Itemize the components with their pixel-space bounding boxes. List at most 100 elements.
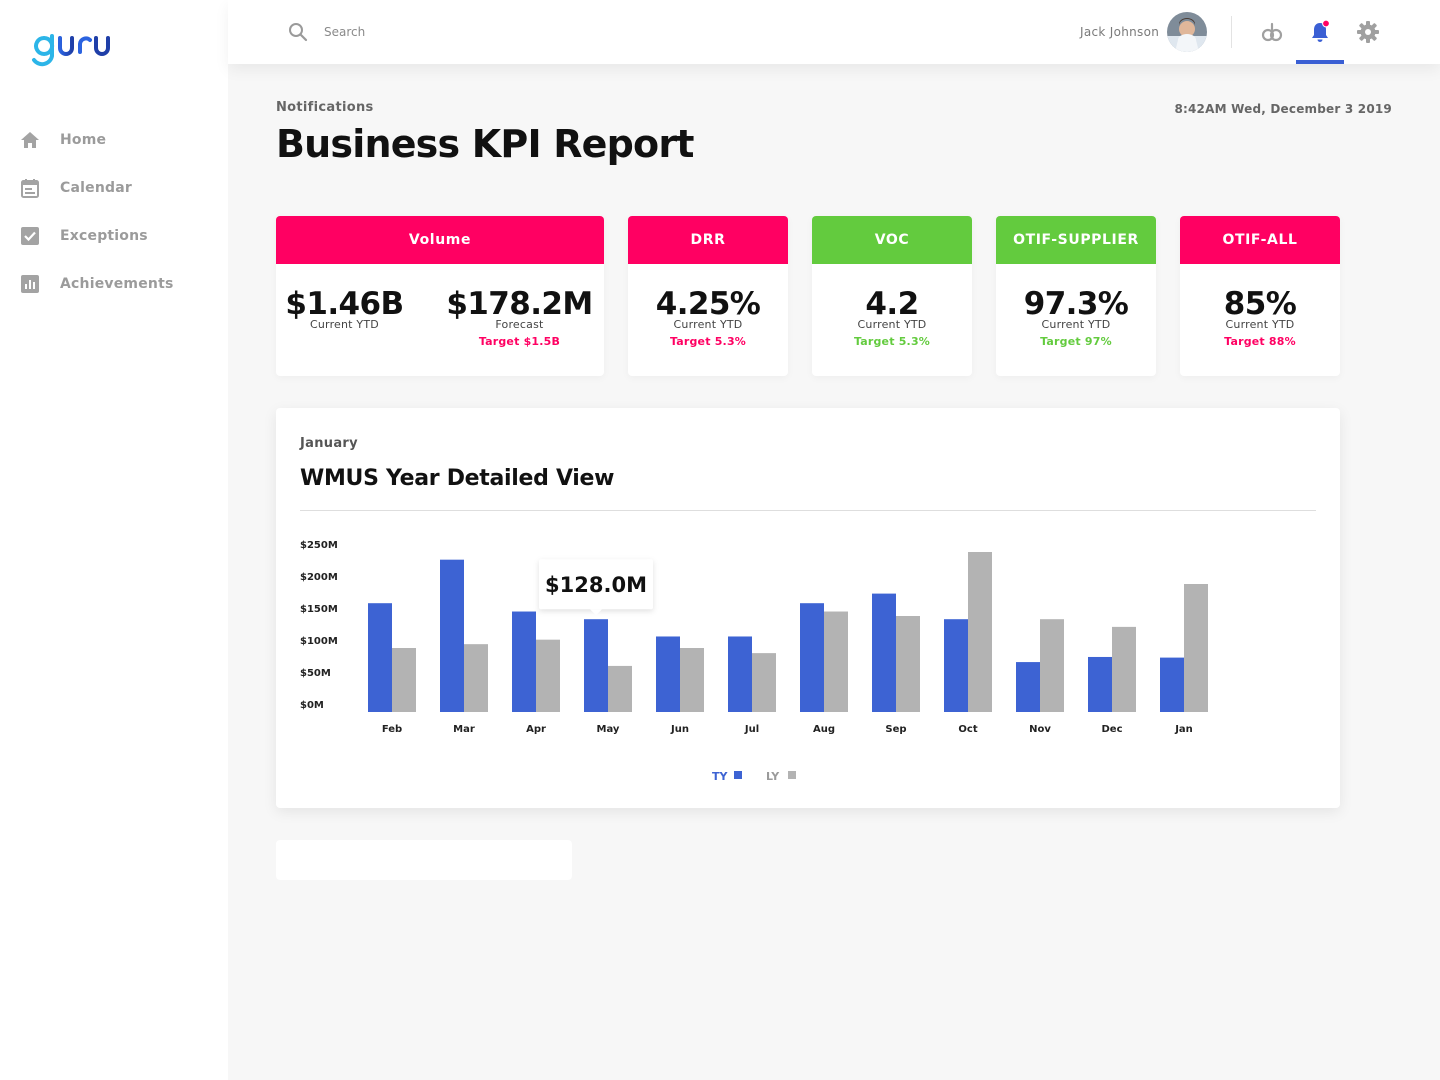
- kpi-card-otif-supplier[interactable]: OTIF-SUPPLIER 97.3% Current YTD Target 9…: [996, 216, 1156, 376]
- bottom-card: [276, 840, 572, 880]
- topbar: Jack Johnson: [228, 0, 1440, 64]
- x-tick-label: Jan: [1174, 724, 1193, 735]
- bar-ly: [680, 648, 704, 712]
- kpi-target: Target $1.5B: [478, 335, 561, 348]
- legend-label-ty: TY: [712, 770, 729, 783]
- kpi-value: 85%: [1223, 286, 1297, 322]
- chart-subtitle: January: [300, 436, 358, 451]
- kpi-card-volume[interactable]: Volume $1.46B Current YTD $178.2M Foreca…: [276, 216, 604, 376]
- bell-icon[interactable]: [1308, 20, 1332, 44]
- chart-card: January WMUS Year Detailed View $250M $20…: [276, 408, 1340, 808]
- y-tick-label: $100M: [300, 636, 338, 647]
- kpi-title: VOC: [812, 216, 972, 264]
- kpi-title: Volume: [276, 216, 604, 264]
- tooltip-arrow: [590, 609, 602, 616]
- kpi-value: 97.3%: [1023, 286, 1129, 322]
- kpi-target: Target 5.3%: [853, 335, 931, 348]
- datetime: 8:42AM Wed, December 3 2019: [1174, 102, 1392, 116]
- x-tick-label: Apr: [526, 724, 546, 735]
- bar-ly: [1184, 584, 1208, 712]
- bar-ly: [1112, 626, 1136, 712]
- kpi-title: OTIF-SUPPLIER: [996, 216, 1156, 264]
- chart-title: WMUS Year Detailed View: [300, 466, 615, 491]
- sidebar-item-label: Home: [60, 132, 107, 148]
- kpi-label: Current YTD: [1225, 318, 1295, 331]
- bar-ty: [1088, 656, 1112, 712]
- bar-ty: [440, 559, 464, 712]
- kpi-forecast-value: $178.2M: [446, 286, 593, 322]
- bar-ty: [728, 636, 752, 712]
- bar-ly: [392, 648, 416, 712]
- page-title: Business KPI Report: [276, 122, 694, 166]
- checkbox-icon: [20, 226, 40, 246]
- kpi-forecast-label: Forecast: [495, 318, 544, 331]
- x-tick-label: Mar: [453, 724, 475, 735]
- kpi-label: Current YTD: [1041, 318, 1111, 331]
- kpi-value: 4.2: [865, 286, 919, 322]
- legend-swatch-ly: [788, 771, 796, 779]
- x-tick-label: Dec: [1101, 724, 1122, 735]
- breadcrumb[interactable]: Notifications: [276, 100, 374, 115]
- active-tab-indicator: [1296, 60, 1344, 64]
- sidebar-item-exceptions[interactable]: Exceptions: [20, 212, 220, 260]
- kpi-target: Target 5.3%: [669, 335, 747, 348]
- sidebar-nav: Home Calendar Exceptions Achievements: [20, 116, 220, 308]
- search-icon: [289, 23, 308, 42]
- y-tick-label: $150M: [300, 604, 338, 615]
- legend-label-ly: LY: [766, 770, 780, 783]
- x-tick-label: Feb: [382, 724, 402, 735]
- y-tick-label: $0M: [300, 700, 324, 711]
- kpi-title: DRR: [628, 216, 788, 264]
- bar-ly: [608, 665, 632, 712]
- kpi-target: Target 88%: [1224, 335, 1296, 348]
- bar-chart-icon: [20, 274, 40, 294]
- sidebar: Home Calendar Exceptions Achievements: [0, 0, 228, 1080]
- x-tick-label: Sep: [885, 724, 906, 735]
- search-input[interactable]: [324, 20, 624, 44]
- sidebar-item-label: Exceptions: [60, 228, 148, 244]
- bar-ly: [824, 611, 848, 712]
- kpi-card-drr[interactable]: DRR 4.25% Current YTD Target 5.3%: [628, 216, 788, 376]
- kpi-target: Target 97%: [1040, 335, 1112, 348]
- sidebar-item-achievements[interactable]: Achievements: [20, 260, 220, 308]
- bar-ty: [1160, 657, 1184, 712]
- sidebar-item-calendar[interactable]: Calendar: [20, 164, 220, 212]
- topbar-divider: [1231, 16, 1232, 48]
- kpi-card-voc[interactable]: VOC 4.2 Current YTD Target 5.3%: [812, 216, 972, 376]
- kpi-value: 4.25%: [655, 286, 761, 322]
- bar-ty: [656, 636, 680, 712]
- bar-ty: [512, 611, 536, 712]
- y-tick-label: $50M: [300, 668, 331, 679]
- bar-ty: [368, 603, 392, 712]
- x-tick-label: Nov: [1029, 724, 1051, 735]
- sidebar-item-label: Achievements: [60, 276, 174, 292]
- kpi-card-otif-all[interactable]: OTIF-ALL 85% Current YTD Target 88%: [1180, 216, 1340, 376]
- gear-icon[interactable]: [1356, 20, 1380, 44]
- tooltip-box: [539, 559, 653, 610]
- bar-ly: [896, 616, 920, 712]
- y-tick-label: $200M: [300, 572, 338, 583]
- avatar[interactable]: [1167, 12, 1207, 52]
- bar-ly: [752, 653, 776, 712]
- link-icon[interactable]: [1260, 20, 1284, 44]
- bar-ly: [464, 644, 488, 712]
- kpi-title: OTIF-ALL: [1180, 216, 1340, 264]
- bar-ly: [968, 552, 992, 712]
- x-tick-label: Aug: [813, 724, 835, 735]
- kpi-label: Current YTD: [309, 318, 379, 331]
- bar-chart: $250M $200M $150M $100M $50M $0M Feb Mar Apr May J…: [300, 540, 1208, 783]
- kpi-label: Current YTD: [857, 318, 927, 331]
- x-tick-label: Jun: [670, 724, 689, 735]
- x-tick-label: Oct: [958, 724, 977, 735]
- sidebar-item-home[interactable]: Home: [20, 116, 220, 164]
- sidebar-item-label: Calendar: [60, 180, 132, 196]
- bar-ty: [944, 619, 968, 712]
- guru-logo[interactable]: [30, 30, 120, 76]
- kpi-label: Current YTD: [673, 318, 743, 331]
- bar-ly: [1040, 619, 1064, 712]
- legend-swatch-ty: [734, 771, 742, 779]
- tooltip-value: $128.0M: [545, 573, 647, 597]
- bar-ty: [800, 603, 824, 712]
- kpi-value: $1.46B: [285, 286, 404, 322]
- chart-divider: [300, 510, 1316, 511]
